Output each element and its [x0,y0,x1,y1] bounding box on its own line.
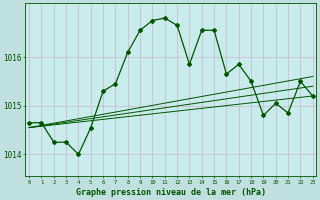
X-axis label: Graphe pression niveau de la mer (hPa): Graphe pression niveau de la mer (hPa) [76,188,266,197]
